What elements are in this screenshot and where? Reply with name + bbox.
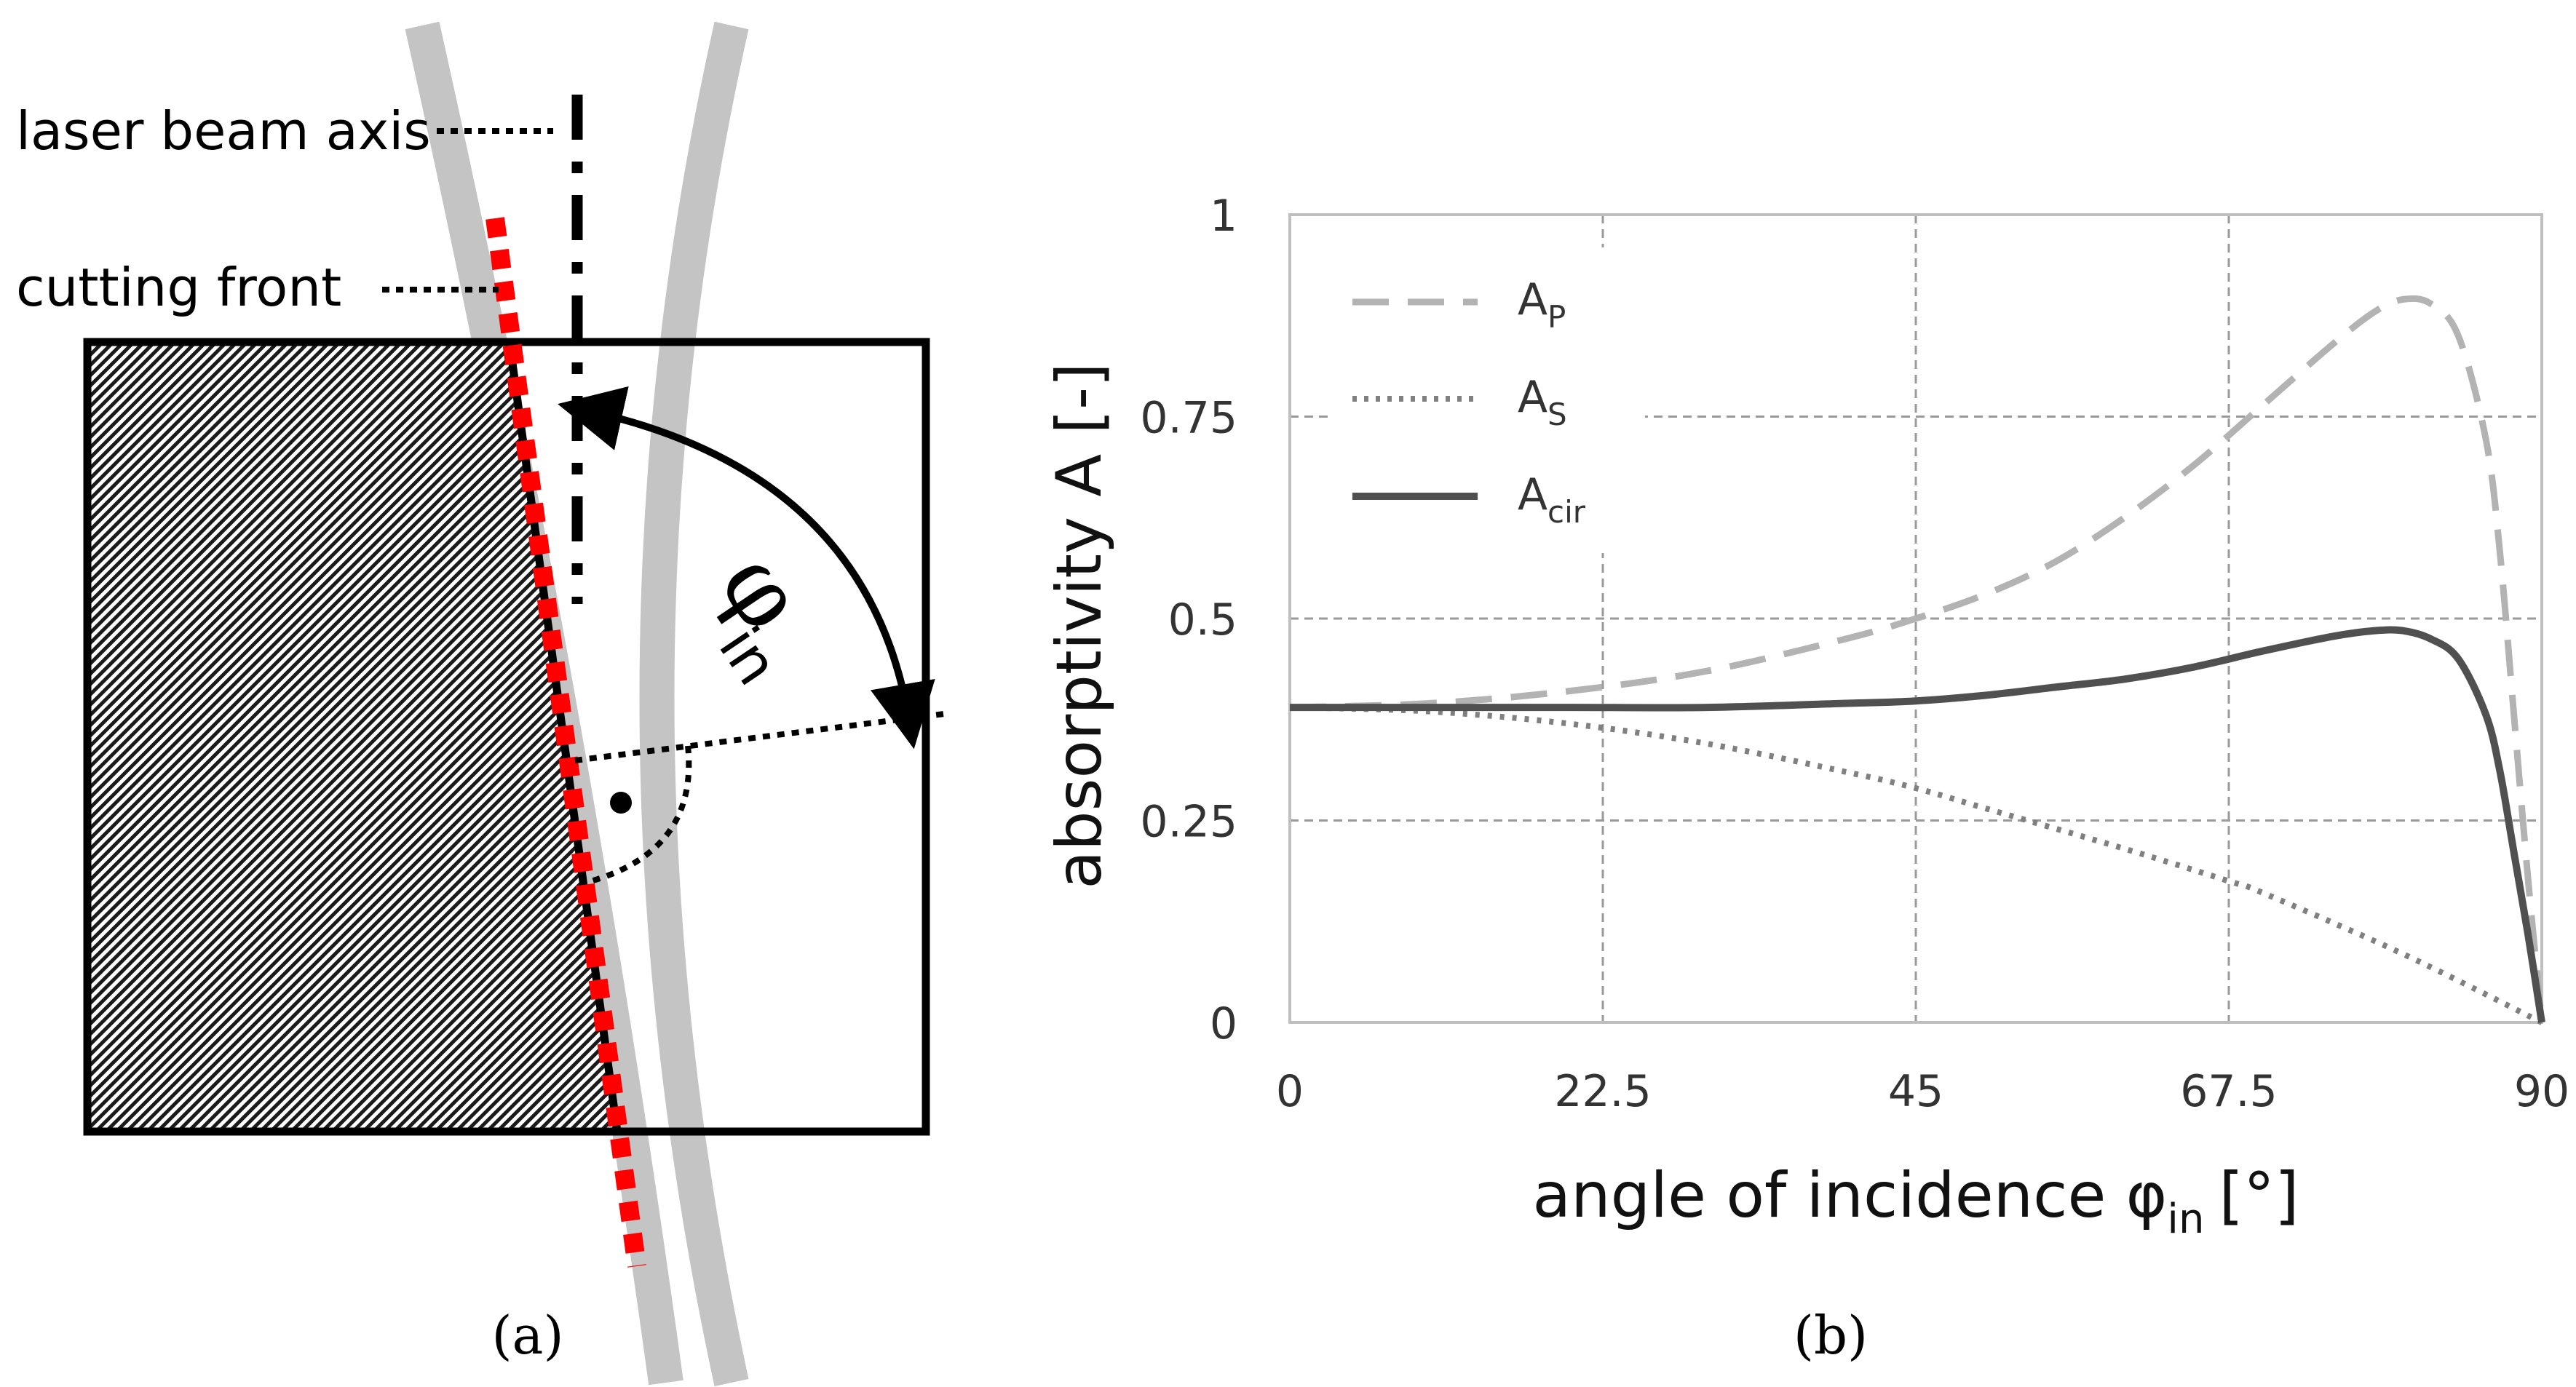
angle-subscript: in — [706, 615, 792, 696]
x-axis-title-sub: in — [2167, 1196, 2204, 1243]
panel-b-caption: (b) — [1794, 1305, 1868, 1366]
x-tick-labels: 0 22.5 45 67.5 90 — [1276, 1066, 2569, 1117]
y-tick-label: 0 — [1210, 998, 1237, 1049]
y-tick-label: 1 — [1210, 191, 1237, 242]
y-tick-label: 0.75 — [1140, 393, 1237, 444]
series-line-cir — [1290, 626, 2545, 1023]
legend-label-ap: AP — [1518, 274, 1566, 335]
legend-ap-main: A — [1518, 274, 1547, 325]
y-axis-title: absorptivity A [-] — [1043, 362, 1116, 889]
legend-box — [1332, 247, 1645, 553]
angle-arrow — [558, 386, 935, 750]
surface-normal — [574, 710, 951, 763]
x-tick-label: 0 — [1276, 1066, 1304, 1117]
series-layer — [1289, 295, 2545, 1025]
legend: AP AS Acir — [1332, 247, 1645, 553]
right-angle-arc — [587, 745, 692, 885]
beam-axis-label: laser beam axis — [16, 100, 431, 162]
angle-label: φ in — [698, 533, 827, 696]
legend-ap-sub: P — [1547, 299, 1566, 335]
legend-acir-sub: cir — [1547, 494, 1586, 530]
right-angle-dot — [610, 792, 632, 814]
x-tick-label: 45 — [1888, 1066, 1943, 1117]
plot-area-frame — [1288, 213, 2543, 1024]
legend-label-as: AS — [1518, 372, 1567, 432]
panel-a-diagram: laser beam axis cutting front φ in (a) — [16, 21, 951, 1387]
series-line-p — [1289, 295, 2545, 1023]
x-tick-label: 22.5 — [1554, 1066, 1652, 1117]
series-line-s — [1289, 704, 2543, 1025]
x-tick-label: 67.5 — [2180, 1066, 2278, 1117]
legend-as-sub: S — [1547, 397, 1567, 432]
x-axis-title: angle of incidence φin [°] — [1532, 1159, 2299, 1243]
legend-label-acir: Acir — [1518, 469, 1586, 530]
y-tick-label: 0.25 — [1140, 797, 1237, 848]
beam-caustic-right — [639, 21, 749, 1387]
legend-as-main: A — [1518, 372, 1547, 423]
panel-a-caption: (a) — [491, 1305, 563, 1366]
y-tick-labels: 0 0.25 0.5 0.75 1 — [1140, 191, 1237, 1049]
cutting-front-label: cutting front — [16, 257, 341, 318]
x-axis-title-unit: [°] — [2219, 1159, 2299, 1232]
y-tick-label: 0.5 — [1168, 595, 1237, 645]
x-axis-title-main: angle of incidence φ — [1532, 1159, 2167, 1232]
workpiece-material — [87, 342, 617, 1132]
x-tick-label: 90 — [2514, 1066, 2569, 1117]
panel-b-chart: 0 22.5 45 67.5 90 00.250.50.751 AP AS Acir a… — [1043, 191, 2569, 1366]
legend-acir-main: A — [1518, 469, 1547, 520]
